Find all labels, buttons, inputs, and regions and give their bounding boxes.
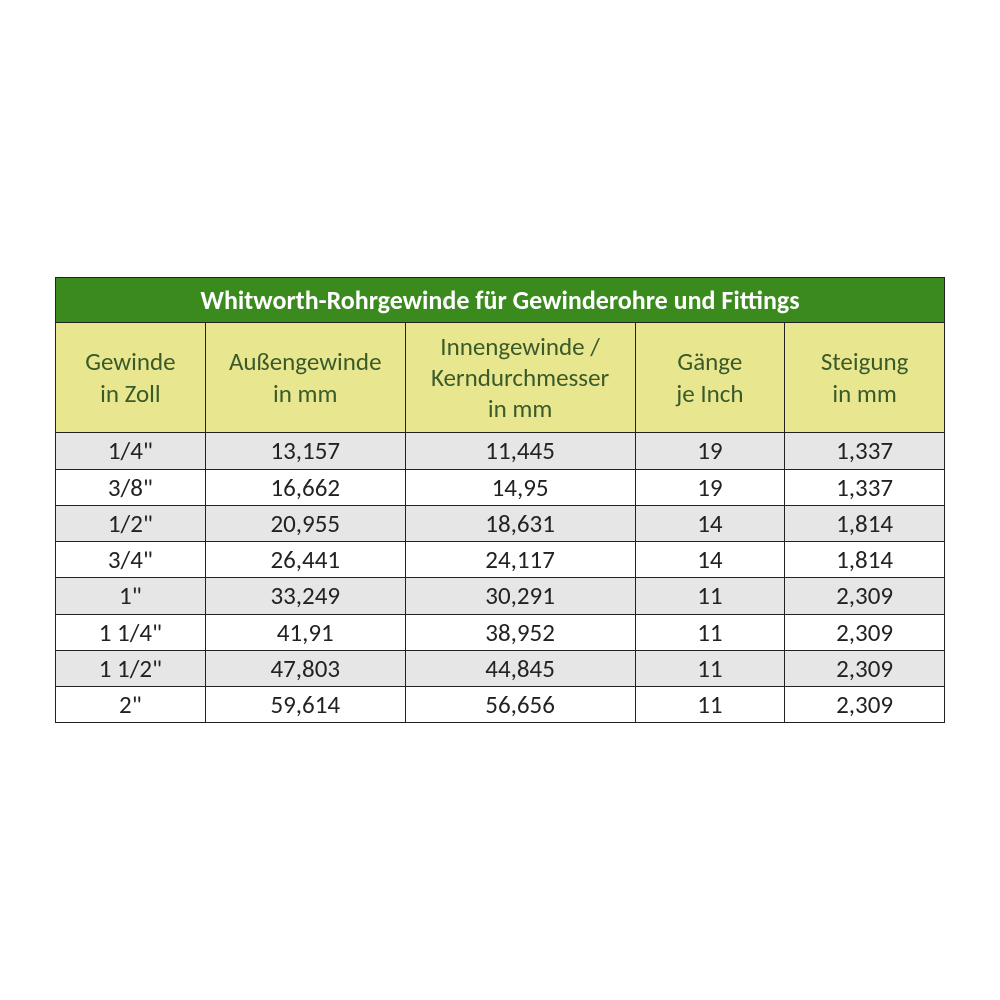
cell: 18,631	[405, 505, 635, 541]
col-header-gewinde: Gewinde in Zoll	[56, 322, 206, 433]
cell: 2,309	[785, 614, 945, 650]
cell: 1,814	[785, 505, 945, 541]
cell: 14	[635, 505, 785, 541]
col-header-text: Innengewinde /	[440, 331, 600, 362]
col-header-text: Kerndurchmesser	[431, 362, 609, 393]
cell: 11,445	[405, 433, 635, 469]
cell: 41,91	[205, 614, 405, 650]
table-title: Whitworth-Rohrgewinde für Gewinderohre u…	[56, 277, 945, 322]
cell: 26,441	[205, 542, 405, 578]
cell: 1,337	[785, 433, 945, 469]
col-header-steigung: Steigung in mm	[785, 322, 945, 433]
cell: 1,814	[785, 542, 945, 578]
col-header-text: je Inch	[676, 378, 743, 409]
cell: 2,309	[785, 578, 945, 614]
col-header-text: in mm	[488, 393, 552, 424]
cell: 56,656	[405, 687, 635, 723]
col-header-text: in mm	[832, 378, 896, 409]
cell: 44,845	[405, 650, 635, 686]
col-header-innengewinde: Innengewinde / Kerndurchmesser in mm	[405, 322, 635, 433]
col-header-text: in mm	[273, 378, 337, 409]
table-body: 1/4" 13,157 11,445 19 1,337 3/8" 16,662 …	[56, 433, 945, 723]
cell: 1/4"	[56, 433, 206, 469]
cell: 11	[635, 650, 785, 686]
cell: 11	[635, 578, 785, 614]
table-row: 3/4" 26,441 24,117 14 1,814	[56, 542, 945, 578]
cell: 1/2"	[56, 505, 206, 541]
cell: 2,309	[785, 687, 945, 723]
cell: 59,614	[205, 687, 405, 723]
cell: 2,309	[785, 650, 945, 686]
col-header-text: Gänge	[677, 346, 742, 377]
col-header-text: Außengewinde	[229, 346, 382, 377]
cell: 19	[635, 469, 785, 505]
cell: 3/8"	[56, 469, 206, 505]
cell: 24,117	[405, 542, 635, 578]
table-row: 1 1/2" 47,803 44,845 11 2,309	[56, 650, 945, 686]
cell: 11	[635, 614, 785, 650]
cell: 1"	[56, 578, 206, 614]
table-row: 2" 59,614 56,656 11 2,309	[56, 687, 945, 723]
page-container: Whitworth-Rohrgewinde für Gewinderohre u…	[0, 0, 1000, 1000]
cell: 1 1/4"	[56, 614, 206, 650]
cell: 13,157	[205, 433, 405, 469]
cell: 16,662	[205, 469, 405, 505]
col-header-text: Gewinde	[85, 346, 175, 377]
table-row: 1/4" 13,157 11,445 19 1,337	[56, 433, 945, 469]
col-header-text: Steigung	[821, 346, 909, 377]
col-header-aussengewinde: Außengewinde in mm	[205, 322, 405, 433]
cell: 1,337	[785, 469, 945, 505]
cell: 2"	[56, 687, 206, 723]
cell: 38,952	[405, 614, 635, 650]
table-row: 1" 33,249 30,291 11 2,309	[56, 578, 945, 614]
table-title-row: Whitworth-Rohrgewinde für Gewinderohre u…	[56, 277, 945, 322]
cell: 14	[635, 542, 785, 578]
cell: 20,955	[205, 505, 405, 541]
table-header-row: Gewinde in Zoll Außengewinde in mm Innen…	[56, 322, 945, 433]
table-row: 1 1/4" 41,91 38,952 11 2,309	[56, 614, 945, 650]
cell: 33,249	[205, 578, 405, 614]
cell: 11	[635, 687, 785, 723]
cell: 3/4"	[56, 542, 206, 578]
cell: 30,291	[405, 578, 635, 614]
cell: 19	[635, 433, 785, 469]
cell: 1 1/2"	[56, 650, 206, 686]
table-row: 3/8" 16,662 14,95 19 1,337	[56, 469, 945, 505]
cell: 47,803	[205, 650, 405, 686]
cell: 14,95	[405, 469, 635, 505]
col-header-gaenge: Gänge je Inch	[635, 322, 785, 433]
col-header-text: in Zoll	[100, 378, 161, 409]
table-row: 1/2" 20,955 18,631 14 1,814	[56, 505, 945, 541]
whitworth-table: Whitworth-Rohrgewinde für Gewinderohre u…	[55, 277, 945, 724]
